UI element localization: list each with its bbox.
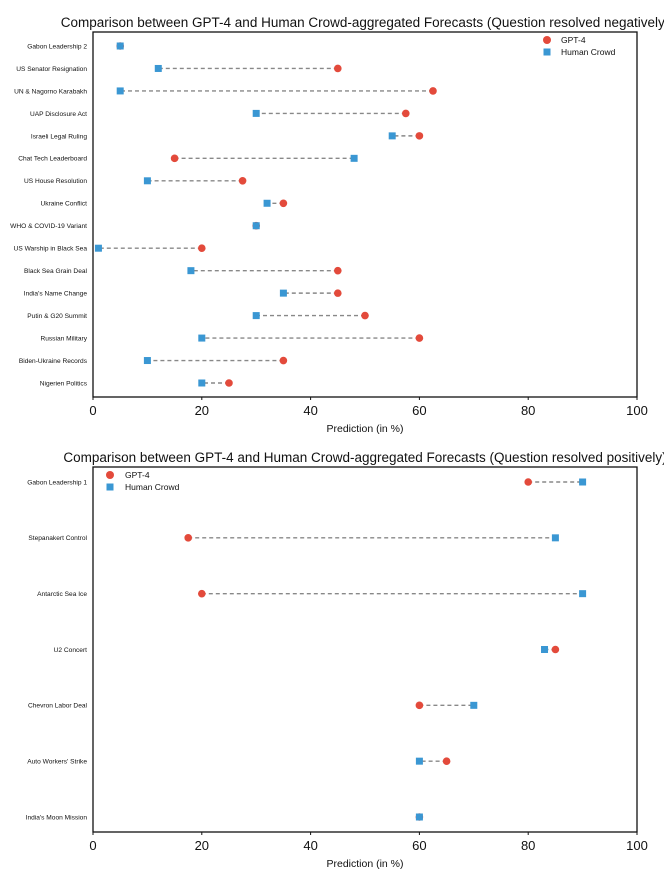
category-label: Gabon Leadership 1 (27, 479, 87, 486)
human-crowd-point (541, 646, 549, 653)
human-crowd-point (143, 357, 151, 365)
human-crowd-point (252, 109, 260, 117)
gpt4-point (334, 266, 342, 275)
category-label: UN & Nagorno Karabakh (14, 88, 87, 95)
x-tick-label: 0 (89, 838, 96, 853)
plot-area-negative: 0 20 40 60 80 100 Gabon Leadership 2 US Senator… (10, 31, 648, 418)
legend-label-gpt4: GPT-4 (125, 470, 150, 480)
category-label: Biden-Ukraine Records (19, 358, 88, 365)
gpt4-point (551, 645, 560, 654)
human-crowd-point (551, 534, 559, 542)
gpt4-point (334, 64, 342, 73)
legend-label-human: Human Crowd (561, 47, 616, 57)
x-tick-label: 100 (626, 838, 648, 853)
chart-negative: Comparison between GPT-4 and Human Crowd… (10, 15, 664, 435)
gpt4-point (361, 311, 369, 320)
plot-frame (92, 466, 638, 833)
human-crowd-point (388, 132, 396, 140)
x-tick-label: 60 (412, 403, 426, 418)
gpt4-point (415, 334, 424, 342)
human-crowd-point (470, 701, 478, 709)
x-axis-label-positive: Prediction (in %) (326, 858, 403, 870)
gpt4-point (238, 177, 247, 185)
gpt4-point (225, 379, 233, 387)
gpt4-point (170, 154, 179, 163)
category-label: Gabon Leadership 2 (27, 43, 87, 50)
legend-label-gpt4: GPT-4 (561, 35, 586, 45)
x-tick-label: 20 (195, 838, 209, 853)
x-tick-label: 20 (195, 403, 209, 418)
gpt4-point (279, 356, 288, 365)
category-label: Black Sea Grain Deal (24, 268, 88, 275)
gpt4-point (198, 244, 206, 252)
category-label: Antarctic Sea Ice (37, 591, 87, 598)
legend-marker-gpt4 (543, 36, 551, 44)
human-crowd-point (350, 154, 358, 162)
gpt4-point (415, 132, 424, 140)
gpt4-point (415, 701, 424, 710)
human-crowd-point (252, 222, 260, 230)
x-tick-label: 80 (521, 403, 535, 418)
plot-frame (92, 31, 638, 398)
category-label: Chat Tech Leaderboard (18, 156, 87, 163)
category-label: WHO & COVID-19 Variant (10, 223, 87, 230)
human-crowd-point (116, 42, 124, 50)
human-crowd-point (252, 312, 260, 320)
human-crowd-point (279, 289, 287, 297)
human-crowd-point (187, 267, 195, 275)
category-label: UAP Disclosure Act (30, 111, 87, 118)
human-crowd-point (116, 87, 124, 95)
x-tick-label: 80 (521, 838, 535, 853)
chart-title-negative: Comparison between GPT-4 and Human Crowd… (61, 15, 664, 30)
human-crowd-point (154, 64, 162, 72)
gpt4-point (334, 289, 342, 297)
x-axis-label-negative: Prediction (in %) (326, 423, 403, 435)
human-crowd-point (198, 334, 206, 342)
category-label: Israeli Legal Ruling (31, 133, 87, 140)
chart-positive: Comparison between GPT-4 and Human Crowd… (26, 450, 664, 870)
category-label: Stepanakert Control (28, 535, 87, 542)
x-tick-label: 40 (303, 838, 317, 853)
category-label: Russian Military (40, 335, 87, 342)
category-label: U2 Concert (54, 647, 88, 654)
category-label: Nigerien Politics (40, 380, 88, 387)
gpt4-point (429, 87, 437, 95)
gpt4-point (279, 199, 288, 208)
category-label: Putin & G20 Summit (27, 313, 87, 320)
legend-marker-human (106, 483, 114, 491)
legend-marker-human (543, 48, 551, 56)
legend-marker-gpt4 (106, 471, 114, 479)
category-label: Chevron Labor Deal (28, 703, 88, 710)
x-tick-label: 40 (303, 403, 317, 418)
human-crowd-point (579, 590, 587, 598)
plot-area-positive: 0 20 40 60 80 100 Gabon Leadership 1 Stepanaker… (26, 466, 648, 853)
legend-negative: GPT-4 Human Crowd (543, 35, 616, 57)
human-crowd-point (94, 244, 102, 252)
human-crowd-point (415, 813, 423, 821)
category-label: India's Moon Mission (26, 814, 88, 821)
category-label: US Senator Resignation (16, 66, 87, 73)
human-crowd-point (579, 478, 587, 486)
gpt4-point (524, 478, 532, 486)
x-tick-label: 0 (89, 403, 96, 418)
gpt4-point (442, 757, 451, 765)
legend-label-human: Human Crowd (125, 482, 180, 492)
human-crowd-point (198, 379, 206, 387)
chart-title-positive: Comparison between GPT-4 and Human Crowd… (63, 450, 664, 465)
gpt4-point (198, 589, 206, 598)
gpt4-point (184, 534, 192, 542)
gpt4-point (402, 109, 410, 118)
human-crowd-point (263, 199, 271, 207)
x-tick-label: 100 (626, 403, 648, 418)
category-label: US House Resolution (24, 178, 87, 185)
human-crowd-point (415, 757, 423, 765)
x-tick-label: 60 (412, 838, 426, 853)
category-label: Ukraine Conflict (40, 201, 87, 208)
legend-positive: GPT-4 Human Crowd (106, 470, 180, 492)
category-label: US Warship in Black Sea (14, 246, 88, 253)
category-label: India's Name Change (24, 291, 88, 298)
category-label: Auto Workers' Strike (27, 759, 87, 766)
human-crowd-point (143, 177, 151, 185)
